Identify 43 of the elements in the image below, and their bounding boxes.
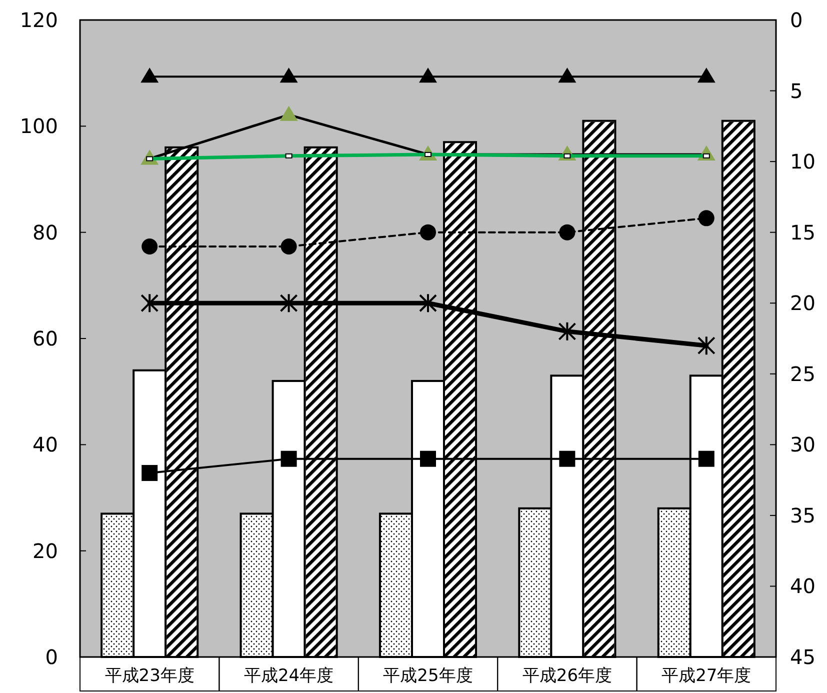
y-tick-label: 80 [32, 220, 58, 244]
point [559, 224, 576, 240]
point [697, 336, 716, 356]
y-tick-label: 40 [32, 432, 58, 457]
point [280, 238, 297, 254]
y2-tick-label: 40 [790, 574, 816, 598]
point [698, 450, 714, 467]
point [420, 224, 436, 240]
y2-tick-label: 35 [790, 503, 816, 528]
point [420, 450, 436, 467]
point [140, 293, 159, 314]
point [698, 210, 714, 226]
point [558, 321, 576, 342]
x-tick-label: 平成26年度 [522, 666, 612, 686]
y2-tick-label: 5 [790, 78, 803, 103]
x-tick-label: 平成27年度 [662, 666, 752, 686]
point [280, 68, 298, 83]
point [697, 68, 716, 83]
point [142, 238, 158, 254]
y2-tick-label: 15 [790, 220, 816, 244]
point [280, 450, 297, 467]
y-tick-label: 100 [20, 114, 58, 138]
y-tick-label: 20 [32, 538, 58, 563]
x-tick-label: 平成24年度 [244, 666, 334, 686]
y-tick-label: 0 [45, 645, 58, 669]
x-tick-label: 平成25年度 [383, 666, 473, 686]
point [559, 450, 576, 467]
point [558, 68, 576, 83]
y2-tick-label: 10 [790, 150, 816, 174]
point [419, 68, 437, 83]
point [280, 106, 298, 121]
point [140, 68, 159, 83]
y-tick-label: 60 [32, 326, 58, 350]
point [280, 293, 298, 314]
y2-tick-label: 25 [790, 362, 816, 386]
x-tick-label: 平成23年度 [104, 666, 194, 686]
y2-tick-label: 30 [790, 432, 816, 457]
y-tick-label: 120 [20, 8, 58, 32]
y2-tick-label: 45 [790, 645, 816, 669]
point [142, 464, 158, 481]
point [419, 293, 437, 314]
y2-tick-label: 20 [790, 291, 816, 316]
y2-tick-label: 0 [790, 8, 803, 32]
